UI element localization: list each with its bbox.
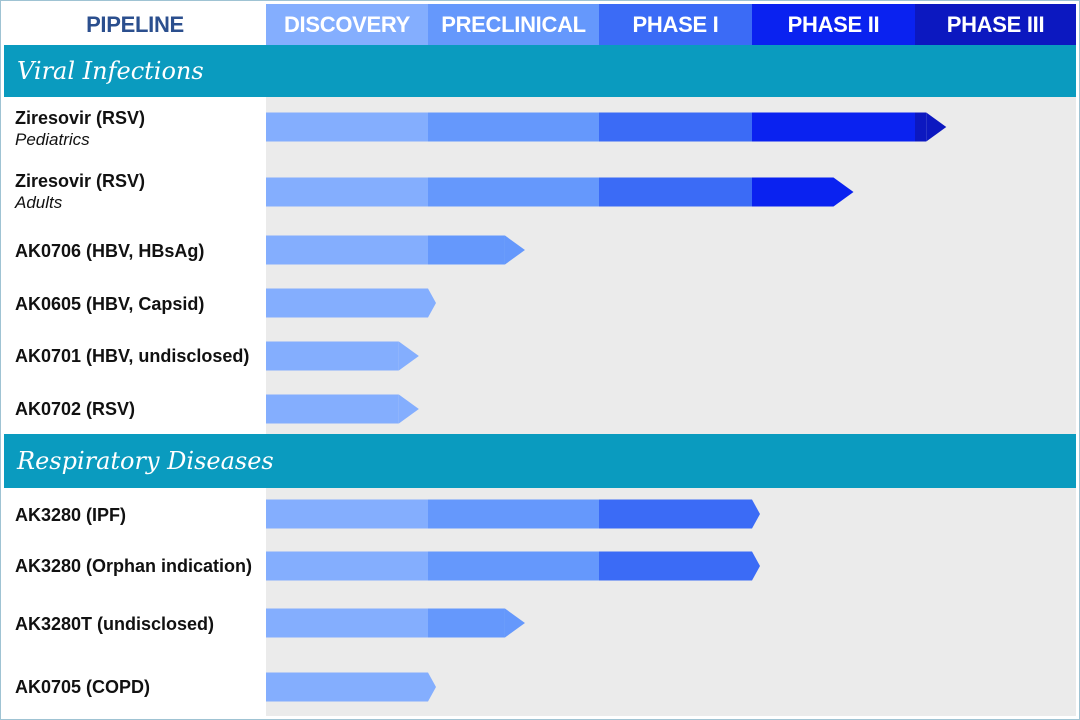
program-label: AK3280 (Orphan indication)	[15, 555, 252, 577]
progress-bar-arrow	[926, 112, 947, 142]
progress-bar-arrow	[752, 551, 760, 581]
program-name: AK3280 (IPF)	[15, 505, 127, 525]
program-name: AK0702 (RSV)	[15, 399, 136, 419]
program-label: AK0705 (COPD)	[15, 676, 150, 698]
program-name: Ziresovir (RSV)	[15, 108, 146, 128]
progress-bar-segment	[266, 608, 428, 638]
program-label: AK0706 (HBV, HBsAg)	[15, 240, 204, 262]
program-name: AK0605 (HBV, Capsid)	[15, 294, 205, 314]
progress-bar-arrow	[504, 608, 525, 638]
pipeline-header: PIPELINE DISCOVERY PRECLINICAL PHASE I P…	[4, 4, 1076, 45]
progress-bar-segment	[266, 177, 428, 207]
progress-bar-segment	[266, 672, 428, 702]
program-name: AK3280T (undisclosed)	[15, 614, 215, 634]
section-header-respiratory-diseases: Respiratory Diseases	[4, 434, 1076, 488]
progress-bar-segment	[599, 551, 752, 581]
progress-bar-segment	[428, 551, 599, 581]
program-name: AK3280 (Orphan indication)	[15, 556, 253, 576]
program-label: AK0702 (RSV)	[15, 398, 135, 420]
progress-bar-arrow	[398, 341, 419, 371]
progress-bar-segment	[266, 112, 428, 142]
progress-bar-segment	[915, 112, 927, 142]
program-name: AK0706 (HBV, HBsAg)	[15, 241, 205, 261]
progress-bar-arrow	[398, 394, 419, 424]
progress-bar-segment	[599, 177, 752, 207]
progress-bar-segment	[428, 608, 505, 638]
progress-bar-arrow	[752, 499, 760, 529]
progress-bar-segment	[428, 177, 599, 207]
program-label: Ziresovir (RSV) Pediatrics	[15, 107, 145, 151]
progress-bar-segment	[266, 394, 399, 424]
progress-bar-segment	[428, 112, 599, 142]
progress-bar-segment	[752, 177, 834, 207]
stage-header-preclinical: PRECLINICAL	[428, 4, 599, 45]
program-subtitle: Pediatrics	[15, 130, 90, 149]
progress-bar-arrow	[428, 288, 436, 318]
progress-bar-segment	[428, 235, 505, 265]
program-subtitle: Adults	[15, 193, 63, 212]
program-label: AK3280T (undisclosed)	[15, 613, 214, 635]
stage-header-discovery: DISCOVERY	[266, 4, 428, 45]
program-label: Ziresovir (RSV) Adults	[15, 170, 145, 214]
program-label: AK0605 (HBV, Capsid)	[15, 293, 204, 315]
progress-bar-segment	[599, 499, 752, 529]
stage-header-phase-3: PHASE III	[915, 4, 1076, 45]
pipeline-label: PIPELINE	[4, 4, 266, 45]
progress-bar-segment	[266, 551, 428, 581]
progress-bar-arrow	[833, 177, 854, 207]
program-name: AK0701 (HBV, undisclosed)	[15, 346, 250, 366]
progress-bar-segment	[266, 288, 428, 318]
progress-bar-arrow	[428, 672, 436, 702]
program-label: AK0701 (HBV, undisclosed)	[15, 345, 249, 367]
program-name: AK0705 (COPD)	[15, 677, 151, 697]
program-name: Ziresovir (RSV)	[15, 171, 146, 191]
progress-bar-segment	[599, 112, 752, 142]
plot-area-viral	[266, 97, 1076, 434]
section-header-viral-infections: Viral Infections	[4, 45, 1076, 97]
progress-bar-arrow	[504, 235, 525, 265]
progress-bar-segment	[266, 341, 399, 371]
program-label: AK3280 (IPF)	[15, 504, 126, 526]
progress-bar-segment	[266, 499, 428, 529]
progress-bar-segment	[266, 235, 428, 265]
progress-bar-segment	[752, 112, 915, 142]
progress-bar-segment	[428, 499, 599, 529]
stage-header-phase-1: PHASE I	[599, 4, 752, 45]
stage-header-phase-2: PHASE II	[752, 4, 915, 45]
